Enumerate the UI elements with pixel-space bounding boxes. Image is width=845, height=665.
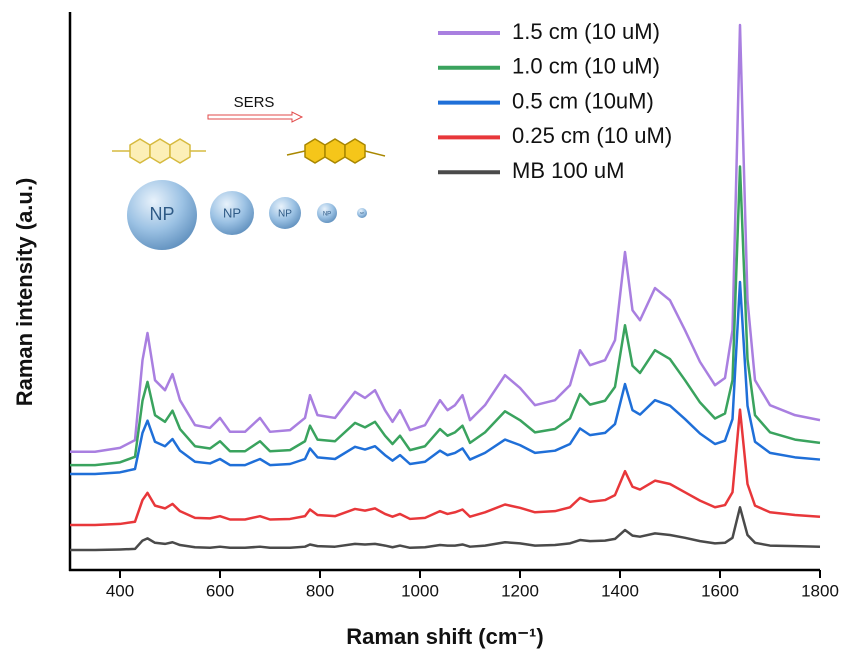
x-tick-label: 1200 [501, 581, 539, 600]
np-label: NP [149, 204, 174, 224]
legend-label: 1.5 cm (10 uM) [512, 19, 660, 44]
nanoparticle [127, 180, 197, 250]
series-line [70, 506, 821, 552]
x-tick-label: 600 [206, 581, 234, 600]
nanoparticle [357, 208, 367, 218]
x-tick-label: 1800 [801, 581, 839, 600]
x-tick-label: 800 [306, 581, 334, 600]
x-tick-label: 1000 [401, 581, 439, 600]
legend-label: 0.25 cm (10 uM) [512, 123, 672, 148]
legend-label: 0.5 cm (10uM) [512, 88, 654, 113]
np-label: NP [223, 205, 241, 220]
molecule [112, 138, 206, 164]
series-line [70, 23, 821, 454]
nanoparticle [210, 191, 254, 235]
x-tick-label: 1400 [601, 581, 639, 600]
x-tick-label: 1600 [701, 581, 739, 600]
sers-label: SERS [234, 94, 275, 111]
y-axis-label: Raman intensity (a.u.) [12, 178, 37, 407]
sers-arrow [207, 111, 304, 123]
series-line [70, 165, 821, 467]
np-label: NP [278, 209, 292, 220]
np-label: NP [360, 211, 364, 215]
legend-label: 1.0 cm (10 uM) [512, 54, 660, 79]
np-label: NP [323, 212, 331, 218]
molecule [286, 138, 386, 164]
nanoparticle [269, 197, 301, 229]
inset-illustration: SERS NP NP NP NP NP [112, 94, 386, 250]
legend-label: MB 100 uM [512, 158, 625, 183]
x-axis-label: Raman shift (cm⁻¹) [346, 624, 543, 649]
series-line [70, 408, 821, 527]
x-tick-label: 400 [106, 581, 134, 600]
series-line [70, 280, 821, 476]
nanoparticle [317, 203, 337, 223]
